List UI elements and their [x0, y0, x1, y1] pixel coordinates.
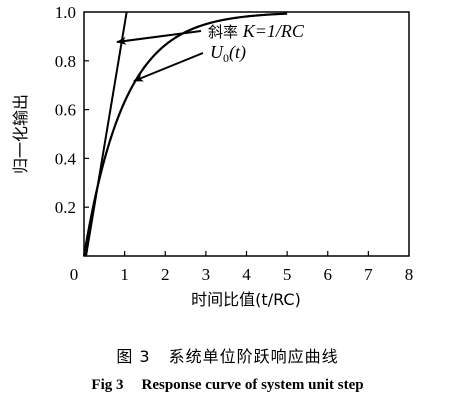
- plot-frame: [83, 11, 410, 257]
- y-axis-label: 归一化输出: [11, 94, 30, 174]
- y-tick-label: 0.8: [55, 52, 76, 71]
- y-tick-label: 0.4: [55, 149, 77, 168]
- x-tick-label: 5: [283, 265, 292, 284]
- x-tick-label: 2: [161, 265, 170, 284]
- series-layer: [82, 11, 288, 257]
- x-tick-label: 7: [364, 265, 373, 284]
- slope-annotation-prefix: 斜率: [208, 23, 243, 41]
- y-axis-ticks: 0.2 0.4 0.6 0.8 1.0: [55, 3, 89, 217]
- x-tick-label: 4: [242, 265, 251, 284]
- x-axis-label: 时间比值(t/RC): [191, 290, 301, 309]
- y-tick-label: 1.0: [55, 3, 76, 22]
- slope-annotation-formula: K=1/RC: [242, 21, 305, 41]
- caption-cn-title: 系统单位阶跃响应曲线: [168, 347, 339, 366]
- series-line-slope: [85, 11, 128, 257]
- caption-cn-fig: 图 3: [116, 347, 151, 366]
- slope-annotation: 斜率 K=1/RC: [208, 21, 305, 41]
- caption-en-title: Response curve of system unit step: [141, 377, 364, 393]
- caption-en-fig: Fig 3: [91, 377, 124, 393]
- figure-caption-cn: 图 3 系统单位阶跃响应曲线: [0, 343, 455, 367]
- x-tick-label: 6: [324, 265, 333, 284]
- x-tick-label: 0: [70, 265, 79, 284]
- curve-annotation: U0(t): [210, 42, 246, 65]
- x-tick-label: 1: [120, 265, 129, 284]
- curve-annotation-arrow: [133, 52, 204, 82]
- slope-annotation-arrow: [116, 30, 202, 45]
- x-axis-ticks: 0 1 2 3 4 5 6 7 8: [70, 251, 414, 284]
- y-tick-label: 0.6: [55, 101, 76, 120]
- curve-annotation-arg: (t): [229, 42, 246, 63]
- y-tick-label: 0.2: [55, 198, 76, 217]
- curve-annotation-sub: 0: [223, 51, 229, 65]
- x-tick-label: 3: [202, 265, 211, 284]
- curve-annotation-main: U: [210, 42, 224, 62]
- series-line-response-curve: [82, 12, 288, 257]
- figure-caption-en: Fig 3 Response curve of system unit step: [0, 377, 455, 394]
- x-tick-label: 8: [405, 265, 414, 284]
